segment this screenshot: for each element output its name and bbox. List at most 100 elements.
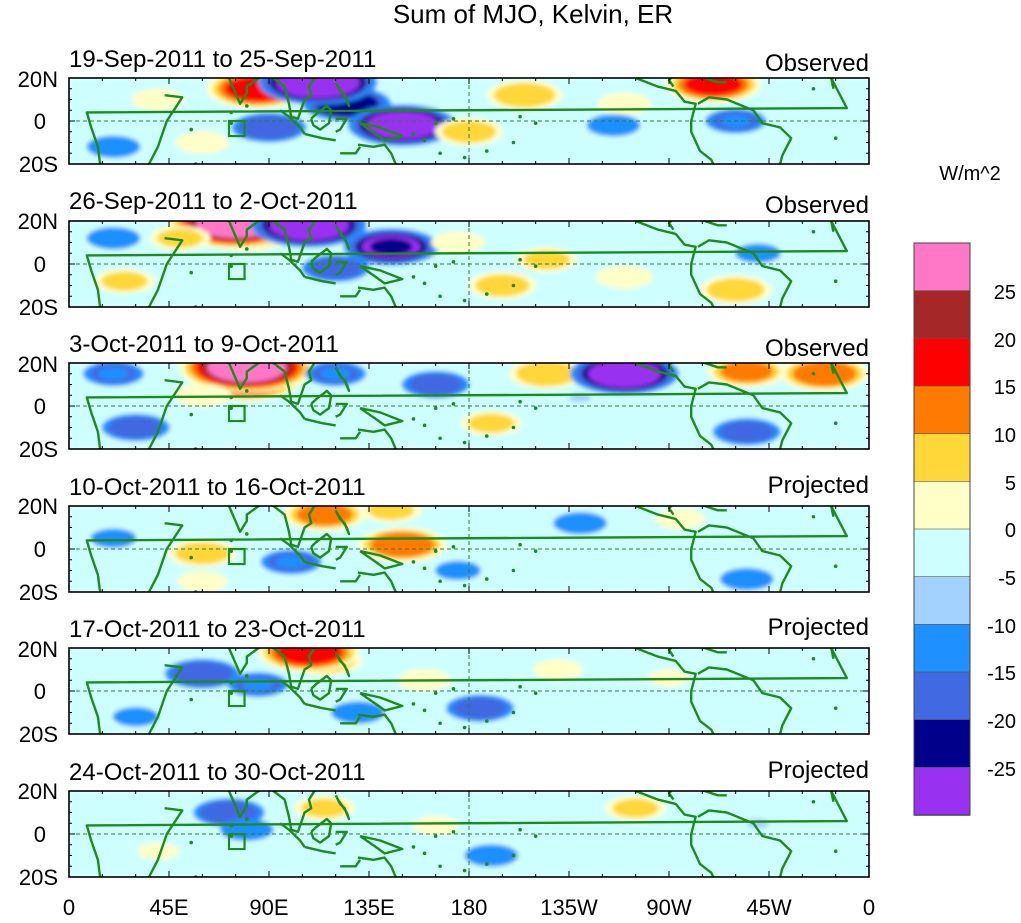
island	[189, 555, 194, 560]
coastline	[697, 96, 793, 164]
coastline	[830, 506, 835, 518]
anomaly-core	[423, 820, 449, 831]
lon-tick-label: 90E	[249, 895, 288, 920]
anomaly-core	[109, 275, 140, 288]
lon-tick-label: 0	[63, 895, 75, 920]
anomaly-core	[610, 98, 639, 110]
coastline	[830, 648, 835, 660]
coastline-layer	[85, 78, 848, 164]
island	[533, 549, 538, 553]
colorbar-frame	[913, 242, 971, 816]
coastline	[340, 574, 362, 583]
island	[244, 389, 249, 393]
island	[411, 560, 416, 564]
coastline	[85, 363, 848, 449]
coastline-layer	[85, 648, 848, 734]
colorbar-tick-label: 10	[994, 425, 1016, 447]
tick-marks	[68, 647, 870, 735]
coastline	[85, 791, 848, 877]
island	[433, 121, 438, 125]
colorbar-bin	[913, 576, 971, 626]
island	[833, 421, 838, 426]
coastline	[279, 679, 306, 705]
anomaly-core	[164, 232, 196, 245]
island	[433, 549, 438, 553]
status-label: Observed	[765, 50, 869, 77]
coastline	[226, 78, 316, 120]
colorbar-tick-label: 25	[994, 282, 1016, 304]
anomaly-core	[476, 417, 507, 430]
coastline	[147, 664, 184, 734]
coastline	[85, 221, 848, 307]
period-label: 17-Oct-2011 to 23-Oct-2011	[69, 616, 366, 643]
coastline	[335, 545, 348, 561]
island	[833, 706, 838, 710]
coastline	[635, 648, 715, 734]
island	[229, 834, 234, 838]
coastline	[830, 363, 835, 375]
island	[229, 406, 234, 410]
lat-tick-20n: 20N	[18, 637, 58, 662]
island	[189, 412, 194, 417]
anomaly-core	[529, 366, 565, 381]
island	[411, 275, 416, 279]
coastline	[699, 648, 727, 654]
coastline	[697, 239, 793, 307]
coastline	[310, 247, 333, 274]
coastline-layer	[85, 363, 848, 449]
anomaly-core	[276, 555, 307, 569]
island	[422, 281, 427, 286]
anomaly-core	[419, 377, 453, 392]
island	[422, 708, 427, 713]
island	[438, 864, 442, 869]
island	[484, 434, 489, 438]
tick-marks	[68, 790, 870, 878]
coastline	[357, 286, 397, 307]
coastline	[334, 651, 351, 678]
island	[811, 86, 816, 91]
anomaly-core	[718, 282, 753, 297]
island	[533, 691, 538, 695]
anomaly-core	[600, 364, 649, 384]
colorbar-tick-label: -5	[998, 568, 1016, 590]
coastline-layer	[85, 791, 848, 877]
colorbar-tick-label: -10	[987, 616, 1016, 638]
anomaly-core	[463, 701, 497, 715]
island	[511, 853, 516, 858]
island	[511, 568, 516, 573]
coastline	[226, 791, 316, 834]
island	[244, 532, 249, 536]
anomaly-field	[69, 791, 869, 877]
island	[229, 680, 234, 685]
coastline	[359, 122, 404, 142]
status-label: Projected	[768, 472, 869, 499]
island	[533, 121, 538, 125]
coastline	[697, 524, 793, 592]
coastline	[359, 406, 404, 427]
anomaly-core	[452, 125, 486, 139]
island	[438, 579, 442, 584]
lat-tick-20s: 20S	[19, 295, 58, 320]
coastline	[279, 394, 306, 420]
coastline-layer	[85, 506, 848, 592]
coastline	[335, 402, 348, 418]
colorbar-bin	[913, 671, 971, 721]
island	[811, 799, 816, 804]
island	[518, 542, 522, 547]
colorbar-bin	[913, 242, 971, 292]
period-label: 24-Oct-2011 to 30-Oct-2011	[69, 759, 366, 786]
anomaly-core	[189, 575, 216, 587]
island	[484, 719, 489, 723]
anomaly-core	[184, 666, 221, 681]
panel: 26-Sep-2011 to 2-Oct-2011 Observed 20N 0…	[18, 188, 870, 320]
panel: 19-Sep-2011 to 25-Sep-2011 Observed 20N …	[18, 46, 870, 177]
island	[511, 140, 516, 145]
island	[411, 417, 416, 421]
coastline	[226, 363, 316, 406]
anomaly-core	[100, 532, 127, 544]
island	[518, 114, 522, 119]
tick-marks	[68, 220, 870, 308]
island	[229, 264, 234, 268]
region-box	[227, 262, 246, 281]
anomaly-core	[730, 425, 764, 439]
